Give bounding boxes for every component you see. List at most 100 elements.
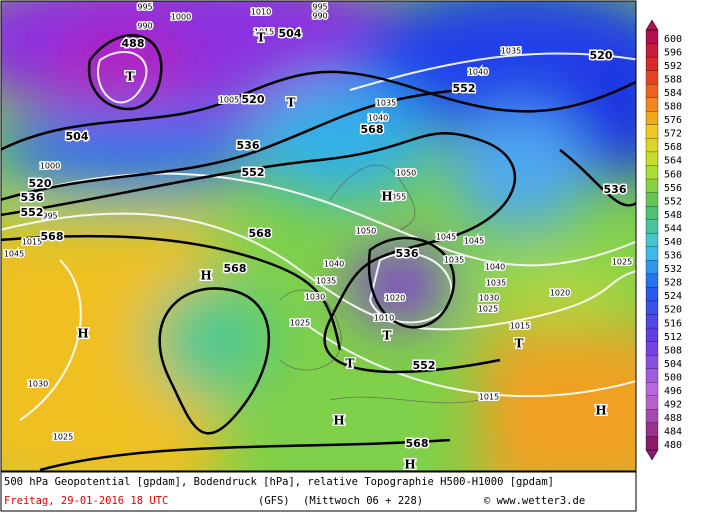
color-swatch <box>645 151 659 167</box>
color-swatch <box>645 138 659 153</box>
isobar-label: 1030 <box>479 294 499 303</box>
isobar-label: 995 <box>137 3 152 12</box>
geopotential-label: 568 <box>361 123 384 136</box>
color-swatch <box>645 43 659 58</box>
geopotential-label: 536 <box>21 191 44 204</box>
color-swatch <box>645 382 659 397</box>
isobar-label: 1045 <box>4 250 24 259</box>
color-scale-label: 540 <box>664 237 682 248</box>
isobar-label: 1040 <box>468 68 488 77</box>
color-scale-label: 592 <box>664 61 682 72</box>
pressure-center: H <box>77 327 88 341</box>
pressure-center: T <box>126 70 135 84</box>
pressure-center: T <box>383 329 392 343</box>
color-swatch <box>645 192 659 207</box>
pressure-center: H <box>333 414 344 428</box>
color-scale-label: 568 <box>664 142 682 153</box>
isobar-label: 1040 <box>368 114 388 123</box>
color-swatch <box>645 287 659 302</box>
isobar-label: 1055 <box>386 193 406 202</box>
geopotential-label: 568 <box>41 230 64 243</box>
geopotential-label: 568 <box>224 262 247 275</box>
geopotential-label: 552 <box>453 82 476 95</box>
pressure-center: H <box>200 269 211 283</box>
isobar-label: 1030 <box>28 380 48 389</box>
geopotential-label: 552 <box>242 166 265 179</box>
geopotential-label: 568 <box>249 227 272 240</box>
pressure-center: T <box>257 31 266 45</box>
pressure-center: H <box>404 458 415 472</box>
color-scale-label: 504 <box>664 359 682 370</box>
color-scale-label: 572 <box>664 129 682 140</box>
isobar-label: 1025 <box>478 305 498 314</box>
isobar-label: 1035 <box>501 47 521 56</box>
geopotential-label: 488 <box>122 37 145 50</box>
pressure-center: H <box>595 404 606 418</box>
color-swatch <box>645 260 659 275</box>
geopotential-label: 504 <box>66 130 89 143</box>
footer-box <box>0 471 637 512</box>
isobar-label: 1040 <box>485 263 505 272</box>
color-scale-label: 492 <box>664 400 682 411</box>
color-scale-label: 584 <box>664 88 682 99</box>
color-scale-label: 552 <box>664 196 682 207</box>
isobar-label: 1035 <box>316 277 336 286</box>
color-scale-label: 488 <box>664 413 682 424</box>
color-scale-label: 500 <box>664 372 682 383</box>
pressure-center: T <box>287 96 296 110</box>
color-swatch <box>645 355 659 370</box>
geopotential-label: 552 <box>21 206 44 219</box>
geopotential-label: 520 <box>242 93 265 106</box>
geopotential-label: 520 <box>29 177 52 190</box>
color-swatch <box>645 124 659 140</box>
pressure-center: T <box>346 357 355 371</box>
map-frame <box>0 0 637 472</box>
color-scale-label: 496 <box>664 386 682 397</box>
color-swatch <box>645 314 659 329</box>
footer-source: © www.wetter3.de <box>484 495 585 507</box>
color-swatch <box>645 409 659 424</box>
geopotential-label: 552 <box>413 359 436 372</box>
isobar-label: 1035 <box>444 256 464 265</box>
isobar-label: 1025 <box>612 258 632 267</box>
color-swatch <box>645 219 659 234</box>
color-swatch <box>645 233 659 248</box>
color-swatch <box>645 205 659 221</box>
color-scale-label: 600 <box>664 34 682 45</box>
color-scale-label: 576 <box>664 115 682 126</box>
isobar-label: 995 <box>42 212 57 221</box>
color-swatch <box>645 111 659 126</box>
isobar-label: 1025 <box>53 433 73 442</box>
isobar-label: 1010 <box>374 314 394 323</box>
color-swatch <box>645 341 659 356</box>
isobar-label: 1035 <box>486 279 506 288</box>
color-scale-label: 536 <box>664 251 682 262</box>
footer-description: 500 hPa Geopotential [gpdam], Bodendruck… <box>4 476 554 488</box>
isobar-label: 1015 <box>510 322 530 331</box>
isobar-label: 1040 <box>324 260 344 269</box>
scale-arrow-top <box>645 19 659 31</box>
color-swatch <box>645 165 659 180</box>
color-swatch <box>645 368 659 383</box>
geopotential-label: 568 <box>406 437 429 450</box>
color-scale-label: 484 <box>664 427 682 438</box>
isobar-label: 1015 <box>479 393 499 402</box>
color-scale-label: 508 <box>664 345 682 356</box>
isobar-label: 1020 <box>550 289 570 298</box>
geopotential-label: 520 <box>590 49 613 62</box>
isobar-label: 1050 <box>356 227 376 236</box>
isobar-label: 990 <box>312 12 327 21</box>
color-scale-label: 548 <box>664 210 682 221</box>
pressure-center: H <box>381 190 392 204</box>
color-swatch <box>645 422 659 438</box>
color-scale-label: 520 <box>664 305 682 316</box>
isobar-label: 1030 <box>305 293 325 302</box>
isobar-label: 1000 <box>171 13 191 22</box>
isobar-label: 1015 <box>254 28 274 37</box>
color-swatch <box>645 395 659 411</box>
pressure-center: T <box>515 337 524 351</box>
color-scale-label: 528 <box>664 278 682 289</box>
color-scale-label: 512 <box>664 332 682 343</box>
color-swatch <box>645 97 659 112</box>
